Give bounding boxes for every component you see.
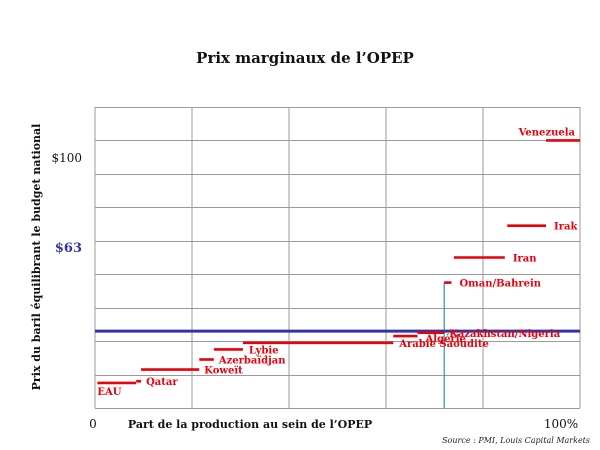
data-label-azerba-djan: Azerbaïdjan [218,356,286,367]
y-tick-label-100: $100 [51,151,82,165]
data-label-kowe-t: Koweït [204,366,243,377]
plot-area [95,139,580,408]
source-note: Source : PMI, Louis Capital Markets [442,436,590,445]
reference-line-label: $63 [55,241,82,256]
data-label-lybie: Lybie [249,345,279,356]
data-label-kazakhstan-nigeria: Kazakhstan/Nigeria [449,329,561,340]
data-label-irak: Irak [554,222,578,233]
data-label-oman-bahrein: Oman/Bahrein [459,279,541,290]
x-axis-label: Part de la production au sein de l’OPEP [128,418,372,431]
data-label-alg-rie: Algérie [425,334,466,345]
y-axis-label: Prix du baril équilibrant le budget nati… [30,124,43,391]
data-label-arabie-saoudite: Arabie Saoudite [398,339,489,350]
x-tick-label-100: 100% [544,417,578,431]
data-label-venezuela: Venezuela [518,127,576,138]
data-label-iran: Iran [513,254,537,265]
data-label-eau: EAU [97,387,121,398]
grid [94,107,581,409]
x-tick-label-0: 0 [89,417,97,431]
data-label-qatar: Qatar [146,377,178,388]
chart-title: Prix marginaux de l’OPEP [196,49,414,67]
